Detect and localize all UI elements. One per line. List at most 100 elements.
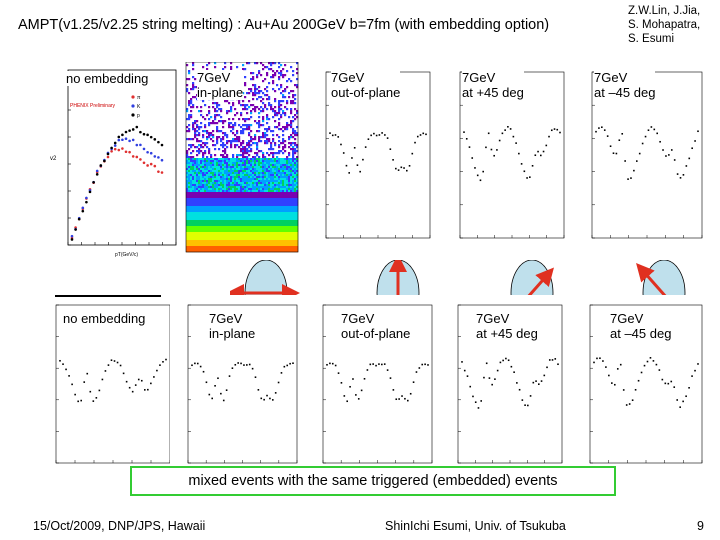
data-point	[116, 361, 119, 364]
data-point	[386, 137, 389, 139]
data-point	[340, 382, 343, 384]
data-point	[121, 133, 124, 137]
data-point	[92, 180, 95, 184]
data-point	[627, 178, 629, 180]
data-point	[494, 378, 496, 380]
data-point	[691, 375, 693, 377]
data-point	[466, 375, 469, 377]
data-point	[346, 400, 348, 403]
data-point	[535, 380, 537, 382]
data-point	[510, 365, 513, 368]
data-point	[557, 363, 559, 366]
data-point	[140, 379, 143, 382]
author-list: Z.W.Lin, J.Jia, S. Mohapatra, S. Esumi	[628, 4, 700, 46]
data-point	[128, 129, 131, 132]
data-point	[548, 359, 551, 361]
data-point	[243, 364, 245, 366]
data-point	[403, 167, 405, 169]
data-point	[546, 366, 548, 369]
data-point	[411, 152, 414, 155]
bottom-label-plus45: 7GeV at +45 deg	[476, 311, 538, 341]
top-label-minus45: 7GeV at –45 deg	[594, 70, 656, 100]
data-point	[605, 366, 607, 368]
data-point	[501, 132, 504, 135]
data-point	[691, 147, 693, 150]
y-axis-label: v2	[50, 156, 57, 162]
data-point	[463, 369, 466, 372]
data-point	[81, 209, 85, 213]
data-point	[673, 386, 676, 388]
data-point	[360, 389, 363, 392]
data-point	[362, 158, 364, 161]
data-point	[650, 126, 653, 128]
data-point	[593, 361, 595, 364]
data-point	[228, 375, 231, 377]
label-line-1: 7GeV	[462, 70, 496, 85]
data-point	[694, 369, 696, 372]
bottom-label-no-embedding: no embedding	[63, 311, 146, 326]
data-point	[131, 138, 135, 142]
data-point	[526, 177, 528, 179]
data-point	[476, 174, 479, 177]
top-label-inplane: 7GeV in-plane	[197, 70, 244, 100]
data-point	[682, 174, 685, 176]
data-point	[643, 364, 646, 367]
data-point	[661, 378, 664, 381]
data-point	[121, 147, 124, 150]
data-point	[540, 380, 543, 382]
data-point	[194, 362, 196, 365]
author-line-3: S. Esumi	[628, 33, 675, 45]
data-point	[110, 149, 113, 153]
legend-k: K	[137, 104, 141, 110]
data-point	[355, 394, 357, 396]
footer-date-venue: 15/Oct/2009, DNP/JPS, Hawaii	[33, 519, 206, 533]
data-point	[625, 404, 628, 406]
data-point	[139, 158, 142, 161]
data-point	[345, 164, 348, 167]
data-point	[404, 397, 406, 400]
label-line-1: 7GeV	[610, 311, 644, 326]
data-point	[222, 399, 225, 402]
data-point	[326, 363, 328, 366]
data-point	[71, 383, 73, 386]
data-point	[146, 150, 149, 154]
data-point	[463, 131, 465, 133]
data-point	[329, 132, 331, 134]
data-point	[124, 130, 128, 134]
data-point	[334, 134, 337, 136]
data-point	[407, 399, 409, 402]
data-point	[378, 363, 380, 365]
data-point	[95, 173, 99, 176]
data-point	[679, 177, 682, 179]
data-point	[490, 148, 493, 151]
data-point	[159, 364, 161, 366]
data-point	[85, 200, 88, 204]
data-point	[329, 362, 331, 365]
phenix-watermark: PHENIX Preliminary	[70, 103, 116, 109]
data-point	[418, 367, 421, 369]
data-point	[606, 135, 609, 137]
data-point	[504, 129, 506, 131]
data-point	[280, 372, 283, 374]
data-point	[638, 152, 641, 155]
data-point	[378, 134, 381, 136]
data-point	[520, 163, 523, 165]
data-point	[77, 217, 81, 221]
data-point	[509, 128, 512, 130]
bottom-label-minus45: 7GeV at –45 deg	[610, 311, 672, 341]
data-point	[92, 400, 95, 402]
data-point	[131, 390, 134, 393]
data-point	[160, 143, 164, 147]
data-point	[395, 167, 397, 170]
data-point	[392, 159, 394, 161]
data-point	[157, 140, 160, 144]
footer-author: ShinIchi Esumi, Univ. of Tsukuba	[385, 519, 566, 533]
label-line-2: at +45 deg	[462, 85, 524, 100]
data-point	[89, 390, 92, 393]
data-point	[124, 137, 128, 141]
data-point	[117, 135, 121, 139]
data-point	[409, 392, 412, 395]
data-point	[357, 398, 360, 400]
data-point	[99, 164, 103, 167]
data-point	[149, 135, 153, 139]
